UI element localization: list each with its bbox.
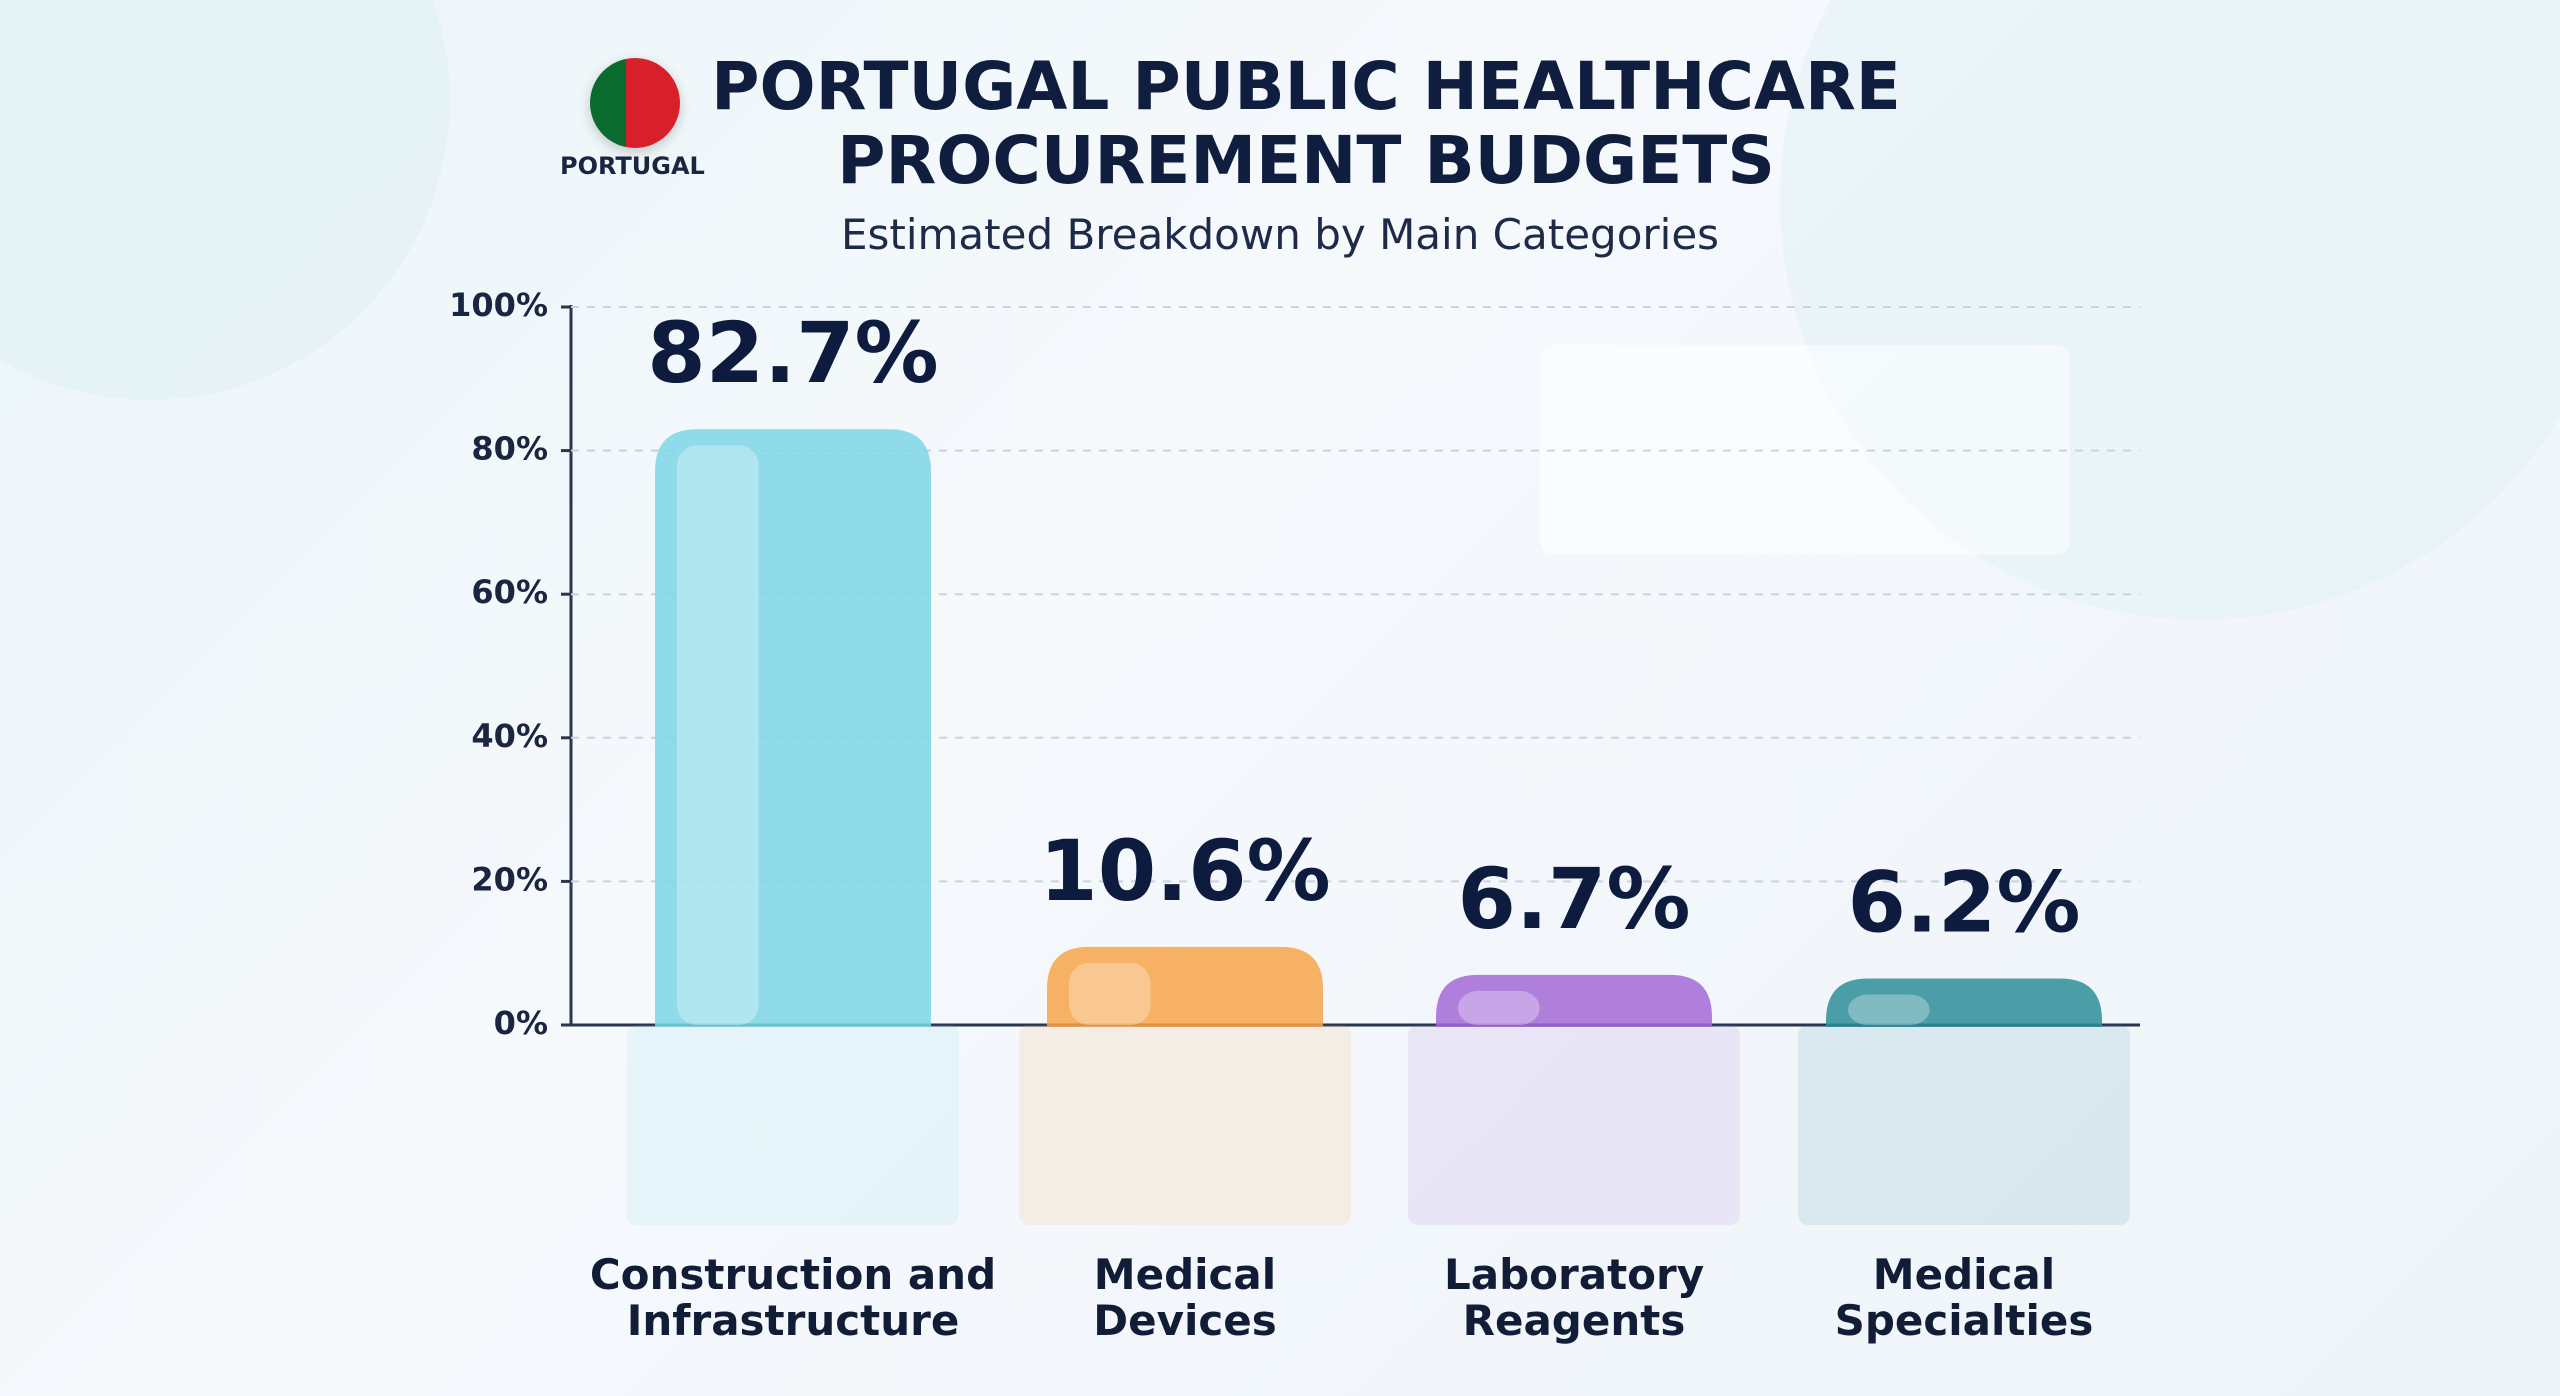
y-tick-label: 60%	[471, 573, 548, 611]
bar-base	[627, 1025, 959, 1225]
x-tick-label: Medical Devices	[1093, 1250, 1277, 1345]
badge: PORTUGAL	[560, 152, 705, 180]
decor	[0, 0, 450, 400]
bar-highlight	[1458, 990, 1540, 1025]
bar-highlight	[1069, 962, 1151, 1025]
flag	[590, 58, 680, 148]
bar	[1047, 946, 1323, 1027]
y-tick-label: 40%	[471, 717, 548, 755]
y-tick-label: 0%	[494, 1004, 548, 1042]
bar-highlight	[677, 445, 759, 1025]
bar	[655, 429, 931, 1027]
bar-base	[1798, 1025, 2130, 1225]
bar-highlight	[1848, 994, 1930, 1025]
chart-subtitle: Estimated Breakdown by Main Categories	[840, 210, 1720, 259]
bar	[1436, 974, 1712, 1027]
value-label: 82.7%	[647, 304, 938, 402]
x-tick-label: Construction and Infrastructure	[589, 1250, 997, 1345]
chart-title: PORTUGAL PUBLIC HEALTHCARE PROCUREMENT B…	[711, 48, 1901, 199]
y-tick-label: 100%	[449, 286, 548, 324]
x-tick-label: Medical Specialties	[1834, 1250, 2094, 1345]
bar-base	[1019, 1025, 1351, 1225]
value-label: 6.7%	[1458, 850, 1691, 948]
y-tick-label: 20%	[471, 860, 548, 898]
bar	[1826, 978, 2102, 1027]
value-label: 6.2%	[1848, 853, 2081, 951]
x-tick-label: Laboratory Reagents	[1444, 1250, 1705, 1345]
value-label: 10.6%	[1039, 822, 1330, 920]
bar-base	[1408, 1025, 1740, 1225]
y-tick-label: 80%	[471, 430, 548, 468]
